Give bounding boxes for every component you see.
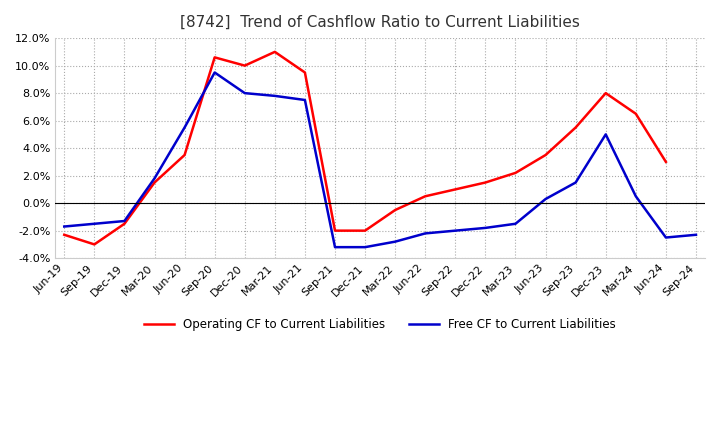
Operating CF to Current Liabilities — [511, 170, 520, 176]
Operating CF to Current Liabilities — [631, 111, 640, 117]
Free CF to Current Liabilities — [300, 97, 309, 103]
Free CF to Current Liabilities — [150, 176, 159, 181]
Free CF to Current Liabilities — [451, 228, 459, 233]
Operating CF to Current Liabilities — [271, 49, 279, 55]
Operating CF to Current Liabilities — [90, 242, 99, 247]
Free CF to Current Liabilities — [90, 221, 99, 227]
Operating CF to Current Liabilities — [421, 194, 430, 199]
Free CF to Current Liabilities — [631, 194, 640, 199]
Operating CF to Current Liabilities — [572, 125, 580, 130]
Operating CF to Current Liabilities — [601, 91, 610, 96]
Free CF to Current Liabilities — [511, 221, 520, 227]
Title: [8742]  Trend of Cashflow Ratio to Current Liabilities: [8742] Trend of Cashflow Ratio to Curren… — [180, 15, 580, 30]
Operating CF to Current Liabilities — [300, 70, 309, 75]
Line: Operating CF to Current Liabilities: Operating CF to Current Liabilities — [64, 52, 666, 244]
Free CF to Current Liabilities — [210, 70, 219, 75]
Operating CF to Current Liabilities — [481, 180, 490, 185]
Operating CF to Current Liabilities — [451, 187, 459, 192]
Operating CF to Current Liabilities — [60, 232, 68, 238]
Operating CF to Current Liabilities — [120, 221, 129, 227]
Free CF to Current Liabilities — [572, 180, 580, 185]
Free CF to Current Liabilities — [240, 91, 249, 96]
Operating CF to Current Liabilities — [662, 159, 670, 165]
Free CF to Current Liabilities — [421, 231, 430, 236]
Operating CF to Current Liabilities — [180, 152, 189, 158]
Free CF to Current Liabilities — [330, 245, 339, 250]
Line: Free CF to Current Liabilities: Free CF to Current Liabilities — [64, 73, 696, 247]
Free CF to Current Liabilities — [120, 218, 129, 224]
Free CF to Current Liabilities — [692, 232, 701, 238]
Operating CF to Current Liabilities — [361, 228, 369, 233]
Free CF to Current Liabilities — [601, 132, 610, 137]
Operating CF to Current Liabilities — [150, 180, 159, 185]
Operating CF to Current Liabilities — [391, 207, 400, 213]
Free CF to Current Liabilities — [180, 125, 189, 130]
Operating CF to Current Liabilities — [330, 228, 339, 233]
Free CF to Current Liabilities — [391, 239, 400, 244]
Free CF to Current Liabilities — [60, 224, 68, 229]
Free CF to Current Liabilities — [662, 235, 670, 240]
Free CF to Current Liabilities — [271, 93, 279, 99]
Operating CF to Current Liabilities — [240, 63, 249, 68]
Legend: Operating CF to Current Liabilities, Free CF to Current Liabilities: Operating CF to Current Liabilities, Fre… — [140, 313, 621, 336]
Free CF to Current Liabilities — [361, 245, 369, 250]
Free CF to Current Liabilities — [541, 196, 550, 202]
Free CF to Current Liabilities — [481, 225, 490, 231]
Operating CF to Current Liabilities — [541, 152, 550, 158]
Operating CF to Current Liabilities — [210, 55, 219, 60]
